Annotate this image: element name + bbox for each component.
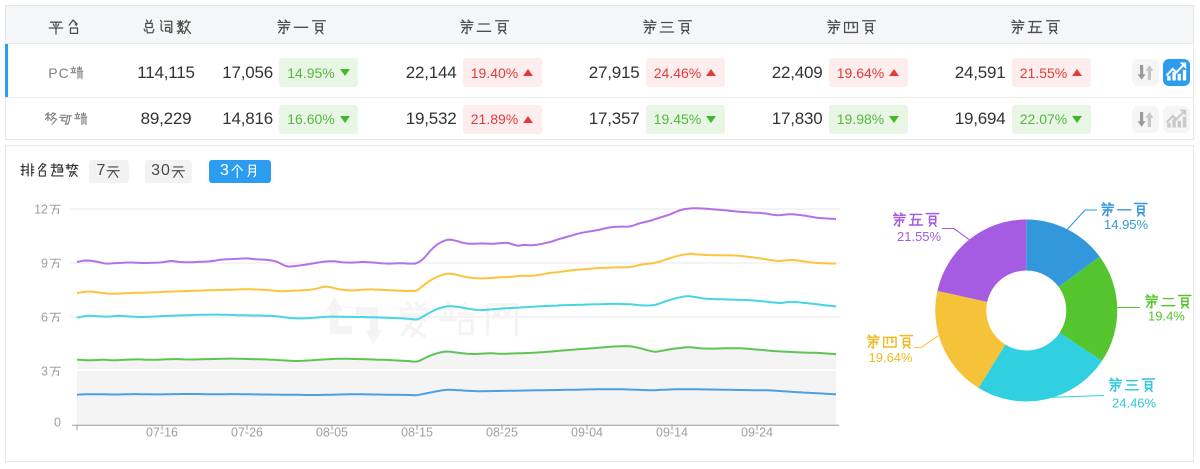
svg-text:0: 0 — [54, 416, 61, 430]
svg-text:07-26: 07-26 — [231, 426, 263, 440]
svg-text:07-16: 07-16 — [146, 426, 178, 440]
svg-text:12: 12 — [34, 203, 48, 217]
svg-text:19.64%: 19.64% — [869, 350, 914, 365]
svg-text:08-15: 08-15 — [401, 426, 433, 440]
svg-text:09-14: 09-14 — [656, 426, 688, 440]
svg-text:14.95%: 14.95% — [1104, 217, 1149, 232]
svg-text:6: 6 — [41, 311, 48, 325]
svg-text:21.55%: 21.55% — [897, 229, 942, 244]
svg-text:19.4%: 19.4% — [1148, 309, 1185, 324]
svg-text:09-24: 09-24 — [741, 426, 773, 440]
svg-text:09-04: 09-04 — [571, 426, 603, 440]
svg-text:24.46%: 24.46% — [1112, 395, 1157, 410]
svg-text:9: 9 — [41, 257, 48, 271]
svg-text:3: 3 — [41, 365, 48, 379]
svg-text:08-25: 08-25 — [486, 426, 518, 440]
svg-text:08-05: 08-05 — [316, 426, 348, 440]
